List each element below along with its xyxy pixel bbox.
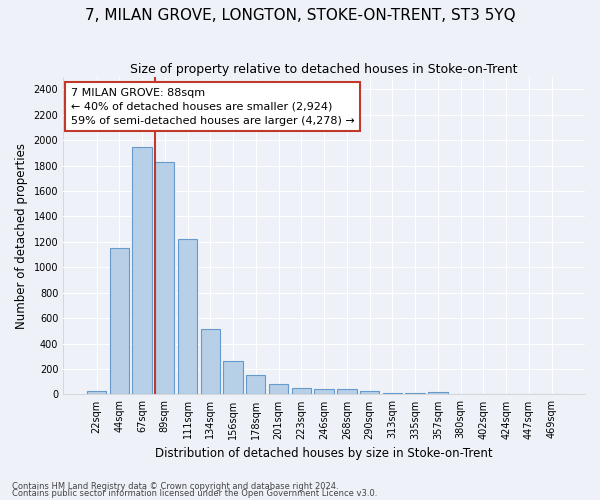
Text: Contains public sector information licensed under the Open Government Licence v3: Contains public sector information licen…	[12, 490, 377, 498]
Y-axis label: Number of detached properties: Number of detached properties	[15, 142, 28, 328]
Text: 7 MILAN GROVE: 88sqm
← 40% of detached houses are smaller (2,924)
59% of semi-de: 7 MILAN GROVE: 88sqm ← 40% of detached h…	[71, 88, 355, 126]
Bar	[383, 392, 402, 394]
Bar	[155, 162, 175, 394]
Title: Size of property relative to detached houses in Stoke-on-Trent: Size of property relative to detached ho…	[130, 62, 518, 76]
Bar	[133, 146, 152, 394]
Text: Contains HM Land Registry data © Crown copyright and database right 2024.: Contains HM Land Registry data © Crown c…	[12, 482, 338, 491]
Bar	[269, 384, 288, 394]
Bar	[360, 392, 379, 394]
Text: 7, MILAN GROVE, LONGTON, STOKE-ON-TRENT, ST3 5YQ: 7, MILAN GROVE, LONGTON, STOKE-ON-TRENT,…	[85, 8, 515, 22]
Bar	[406, 393, 425, 394]
Bar	[314, 388, 334, 394]
Bar	[337, 390, 356, 394]
Bar	[200, 329, 220, 394]
Bar	[223, 360, 243, 394]
Bar	[110, 248, 129, 394]
Bar	[87, 390, 106, 394]
Bar	[178, 240, 197, 394]
Bar	[292, 388, 311, 394]
Bar	[246, 376, 265, 394]
X-axis label: Distribution of detached houses by size in Stoke-on-Trent: Distribution of detached houses by size …	[155, 447, 493, 460]
Bar	[428, 392, 448, 394]
